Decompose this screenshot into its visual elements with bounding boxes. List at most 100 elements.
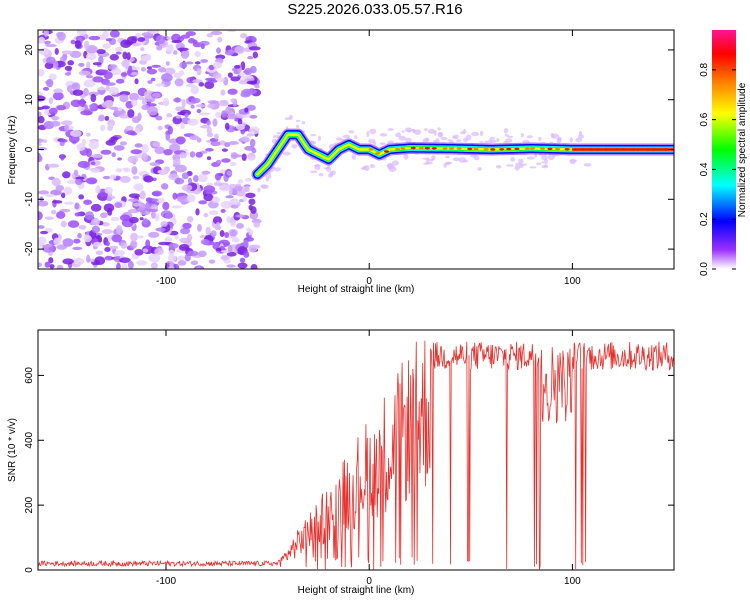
noise-blob: [195, 208, 200, 216]
ridge-peak: [547, 147, 553, 151]
noise-blob: [131, 166, 138, 175]
noise-blob: [226, 264, 236, 268]
noise-blob: [73, 257, 85, 265]
noise-blob: [225, 195, 234, 199]
noise-blob: [196, 137, 202, 143]
noise-blob: [97, 87, 106, 91]
spectral-speckle: [488, 138, 492, 144]
noise-blob: [63, 186, 73, 196]
noise-blob: [110, 136, 119, 141]
noise-blob: [74, 202, 80, 210]
noise-blob: [228, 141, 239, 145]
noise-blob: [193, 175, 199, 183]
noise-blob: [177, 260, 187, 266]
noise-blob: [219, 184, 230, 192]
noise-blob: [241, 136, 250, 142]
noise-blob: [250, 264, 258, 269]
noise-blob: [42, 244, 53, 248]
noise-blob: [234, 65, 241, 69]
noise-blob: [117, 106, 123, 112]
noise-blob: [46, 78, 54, 88]
spectral-speckle: [489, 136, 495, 140]
spectral-speckle: [569, 159, 578, 162]
ridge-peak: [524, 147, 530, 150]
noise-blob: [248, 198, 256, 205]
noise-blob: [180, 34, 190, 39]
noise-blob: [198, 112, 211, 116]
noise-blob: [133, 183, 144, 191]
y-tick-label: 10: [24, 94, 35, 106]
noise-blob: [230, 76, 241, 82]
noise-blob: [155, 227, 166, 232]
noise-blob: [38, 142, 43, 147]
spectral-speckle: [366, 130, 370, 137]
noise-blob: [102, 30, 109, 39]
noise-blob: [162, 97, 170, 107]
noise-blob: [139, 217, 144, 221]
noise-blob: [147, 80, 153, 84]
noise-blob: [194, 61, 201, 65]
noise-blob: [221, 148, 228, 152]
noise-blob: [160, 221, 168, 227]
noise-blob: [195, 151, 203, 158]
noise-blob: [60, 138, 68, 143]
spectral-speckle: [495, 165, 502, 169]
spectral-speckle: [342, 134, 351, 139]
noise-blob: [219, 230, 225, 238]
spectral-speckle: [471, 131, 479, 137]
spectral-speckle: [506, 164, 514, 167]
noise-blob: [165, 132, 171, 141]
noise-blob: [50, 120, 61, 127]
noise-blob: [76, 30, 87, 36]
noise-blob: [134, 128, 140, 134]
spectral-speckle: [536, 162, 542, 166]
noise-blob: [140, 55, 151, 62]
noise-blob: [38, 36, 46, 44]
spectral-speckle: [295, 119, 301, 122]
noise-blob: [252, 51, 259, 59]
noise-blob: [54, 47, 59, 55]
noise-blob: [227, 72, 233, 78]
ridge-peak: [499, 148, 505, 151]
noise-blob: [227, 88, 238, 95]
noise-blob: [152, 141, 161, 148]
spectral-speckle: [556, 137, 562, 144]
noise-blob: [172, 192, 178, 200]
noise-blob: [248, 46, 261, 51]
noise-blob: [38, 138, 44, 143]
spectral-speckle: [291, 144, 298, 149]
noise-blob: [46, 43, 57, 48]
noise-blob: [157, 125, 163, 131]
spectral-speckle: [503, 127, 509, 134]
noise-blob: [140, 47, 145, 52]
noise-blob: [52, 200, 63, 204]
noise-blob: [109, 174, 117, 180]
noise-blob: [241, 153, 247, 161]
snr-panel: -100 0 100 0 200 400 600 Height of straight l…: [7, 329, 675, 596]
x-tick-label: 100: [564, 576, 581, 587]
spectral-speckle: [437, 127, 441, 131]
noise-blob: [229, 161, 237, 167]
noise-blob: [98, 114, 105, 122]
noise-blob: [120, 72, 128, 77]
noise-blob: [134, 143, 143, 148]
noise-blob: [85, 52, 97, 61]
noise-blob: [198, 174, 208, 183]
ridge-peak: [473, 147, 479, 151]
ridge-peak: [368, 148, 374, 151]
noise-blob: [115, 51, 122, 55]
spectral-speckle: [425, 157, 430, 163]
noise-blob: [156, 197, 165, 204]
noise-blob: [173, 72, 182, 79]
noise-blob: [164, 81, 171, 86]
noise-blob: [177, 255, 185, 262]
noise-blob: [203, 185, 216, 193]
noise-blob: [126, 130, 136, 136]
noise-blob: [246, 133, 255, 137]
noise-blob: [38, 200, 49, 207]
noise-blob: [171, 40, 183, 44]
spectral-speckle: [424, 128, 428, 132]
y-tick-label: 0: [24, 146, 35, 152]
noise-blob: [244, 67, 253, 76]
spectral-speckle: [583, 162, 592, 167]
